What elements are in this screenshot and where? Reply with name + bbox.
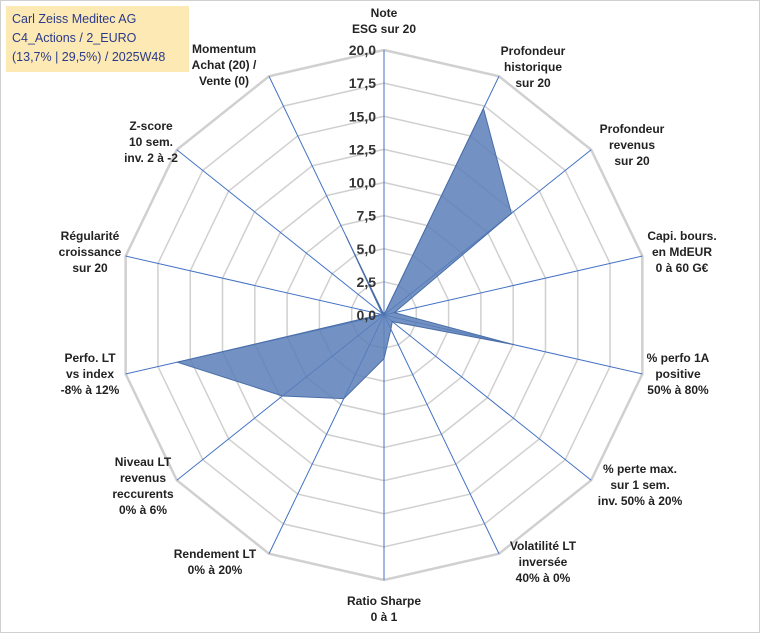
tick-label: 5,0 bbox=[357, 241, 377, 257]
axis-label: Volatilité LT inversée 40% à 0% bbox=[510, 539, 577, 585]
axis-label: Note ESG sur 20 bbox=[352, 6, 416, 36]
axis-label: Rendement LT 0% à 20% bbox=[174, 547, 257, 577]
tick-label: 12,5 bbox=[349, 141, 376, 157]
tick-label: 17,5 bbox=[349, 75, 376, 91]
axis-spoke bbox=[383, 314, 592, 481]
axis-label: Niveau LT revenus reccurents 0% à 6% bbox=[112, 455, 174, 517]
axis-label: % perte max. sur 1 sem. inv. 50% à 20% bbox=[598, 462, 683, 508]
axis-spoke bbox=[383, 314, 500, 554]
axis-label: Capi. bours. en MdEUR 0 à 60 G€ bbox=[647, 229, 716, 275]
axis-spoke bbox=[383, 255, 643, 316]
axis-label: Z-score 10 sem. inv. 2 à -2 bbox=[124, 119, 178, 165]
axis-label: Régularité croissance sur 20 bbox=[59, 229, 122, 275]
tick-label: 7,5 bbox=[357, 208, 377, 224]
tick-label: 15,0 bbox=[349, 108, 376, 124]
axis-label: Momentum Achat (20) / Vente (0) bbox=[192, 42, 257, 88]
axis-label: Profondeur revenus sur 20 bbox=[600, 122, 665, 168]
company-name: Carl Zeiss Meditec AG bbox=[12, 12, 137, 26]
tick-label: 0,0 bbox=[357, 307, 377, 323]
chart-title-box: Carl Zeiss Meditec AG C4_Actions / 2_EUR… bbox=[6, 6, 189, 72]
category-label: C4_Actions / 2_EURO bbox=[12, 31, 137, 45]
axis-label: % perfo 1A positive 50% à 80% bbox=[647, 351, 710, 397]
tick-label: 20,0 bbox=[349, 42, 376, 58]
period-label: (13,7% | 29,5%) / 2025W48 bbox=[12, 50, 166, 64]
axis-label: Ratio Sharpe 0 à 1 bbox=[347, 594, 421, 624]
axis-spoke bbox=[125, 255, 385, 316]
tick-label: 2,5 bbox=[357, 274, 377, 290]
axis-label: Profondeur historique sur 20 bbox=[501, 44, 566, 90]
axis-spoke bbox=[176, 149, 385, 316]
tick-label: 10,0 bbox=[349, 175, 376, 191]
axis-label: Perfo. LT vs index -8% à 12% bbox=[61, 351, 120, 397]
series-area bbox=[175, 107, 514, 400]
